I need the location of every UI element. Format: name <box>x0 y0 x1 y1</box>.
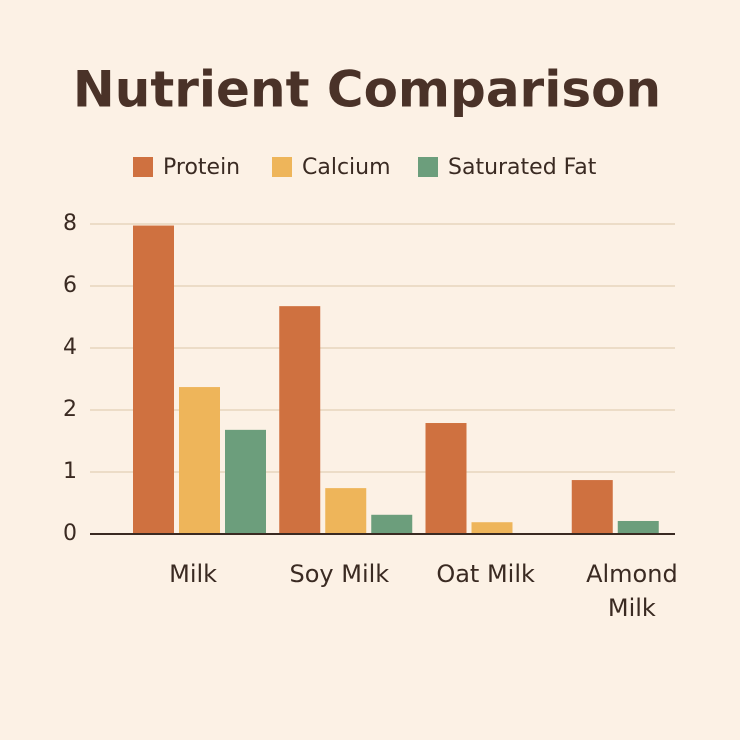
y-tick-label: 0 <box>63 521 77 546</box>
bar <box>325 488 367 534</box>
bar <box>371 514 413 534</box>
bar <box>225 429 266 534</box>
legend-swatch <box>418 157 438 177</box>
x-tick-label: Milk <box>169 560 218 588</box>
legend-label: Saturated Fat <box>448 155 597 180</box>
bar <box>571 480 613 534</box>
bar <box>471 522 513 534</box>
x-tick-label: Oat Milk <box>436 560 535 588</box>
bar <box>133 225 174 535</box>
y-tick-label: 4 <box>63 335 77 360</box>
legend-swatch <box>272 157 292 177</box>
bar <box>425 423 467 534</box>
legend-swatch <box>133 157 153 177</box>
legend-label: Calcium <box>302 155 391 180</box>
x-tick-label: Soy Milk <box>289 560 390 588</box>
bar <box>617 520 659 534</box>
y-tick-label: 6 <box>63 273 77 298</box>
bar <box>179 387 220 534</box>
x-tick-label: Almond Milk <box>586 560 678 622</box>
y-tick-label: 8 <box>63 211 77 236</box>
y-tick-label: 2 <box>63 397 77 422</box>
chart-title: Nutrient Comparison <box>73 61 661 119</box>
bar <box>279 306 321 534</box>
y-tick-label: 1 <box>63 459 77 484</box>
legend-label: Protein <box>163 155 240 180</box>
